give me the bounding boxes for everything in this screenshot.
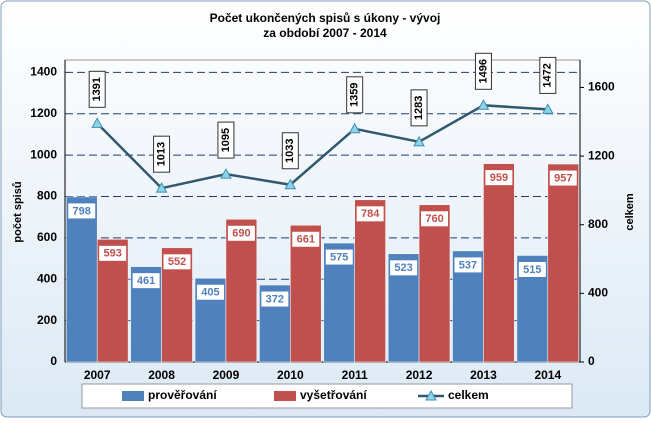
value-label-box	[389, 259, 419, 277]
value-label-box	[153, 135, 171, 173]
legend-marker	[425, 389, 437, 401]
bar	[418, 204, 451, 363]
value-label: 798	[73, 205, 91, 217]
line-marker	[477, 99, 490, 110]
value-label: 537	[459, 259, 477, 271]
line-marker	[541, 103, 554, 114]
bar	[483, 163, 515, 363]
line-marker	[348, 122, 361, 134]
value-label: 1391	[91, 77, 103, 101]
y2-tick-label: 800	[588, 217, 608, 231]
value-label: 405	[201, 287, 219, 299]
value-label: 1283	[413, 96, 425, 120]
value-label: 690	[232, 228, 250, 240]
value-label: 1013	[155, 142, 167, 166]
value-label-box	[217, 121, 235, 159]
value-label: 461	[137, 275, 155, 287]
value-label: 1472	[542, 63, 554, 87]
value-label-box	[291, 230, 321, 248]
line-marker	[284, 178, 297, 190]
y2-tick-label: 1200	[588, 148, 615, 162]
x-tick-label: 2009	[213, 368, 240, 382]
bar	[547, 163, 579, 363]
value-label: 1033	[284, 139, 296, 163]
y-axis-title: počet spisů	[12, 181, 24, 242]
value-label-box	[98, 244, 128, 262]
x-tick-label: 2010	[277, 368, 304, 382]
value-label: 959	[490, 172, 508, 184]
line-marker	[91, 117, 104, 128]
x-tick-label: 2007	[84, 368, 111, 382]
value-label-box	[131, 272, 161, 290]
value-label: 593	[103, 248, 121, 260]
bar	[354, 199, 386, 363]
line-marker	[220, 168, 232, 179]
value-label-box	[67, 202, 97, 220]
value-label: 784	[361, 208, 380, 220]
value-label-box	[474, 52, 492, 90]
y-tick-label: 1400	[30, 65, 57, 79]
value-label-box	[548, 169, 578, 187]
value-label: 1496	[477, 59, 489, 83]
value-label: 575	[330, 251, 348, 263]
bar	[66, 196, 98, 363]
bar	[225, 219, 258, 363]
y2-tick-label: 400	[588, 286, 608, 300]
value-label: 523	[394, 262, 412, 274]
value-label-box	[484, 169, 514, 187]
legend-label: celkem	[448, 388, 489, 402]
legend-swatch	[274, 391, 296, 401]
bar	[290, 225, 322, 363]
chart-title: Počet ukončených spisů s úkony - vývoj	[210, 11, 441, 25]
x-tick-label: 2012	[406, 368, 433, 382]
line-marker	[155, 182, 168, 193]
value-label-box	[195, 283, 225, 301]
y2-tick-label: 1600	[588, 80, 615, 94]
x-tick-label: 2011	[342, 368, 368, 382]
line-marker	[413, 135, 425, 147]
legend-swatch	[122, 391, 144, 401]
legend-label: prověřování	[148, 388, 217, 402]
y-tick-label: 1000	[30, 147, 57, 161]
value-label-box	[162, 253, 192, 271]
value-label-box	[355, 205, 385, 223]
value-label: 760	[425, 213, 443, 225]
value-label-box	[517, 260, 547, 278]
value-label-box	[453, 256, 483, 274]
y-tick-label: 0	[50, 354, 57, 368]
value-label: 372	[266, 293, 284, 305]
legend-box	[81, 383, 573, 409]
value-label-box	[88, 70, 106, 108]
value-label-box	[410, 89, 428, 127]
y-tick-label: 400	[37, 271, 57, 285]
y2-axis-title: celkem	[624, 193, 636, 231]
value-label-box	[539, 56, 557, 94]
x-tick-label: 2013	[470, 368, 497, 382]
value-label: 661	[297, 234, 315, 246]
y-tick-label: 1200	[30, 106, 57, 120]
line	[96, 104, 548, 190]
value-label-box	[260, 290, 290, 308]
x-tick-label: 2014	[534, 368, 561, 382]
value-label: 1095	[220, 128, 232, 152]
value-label: 515	[523, 264, 541, 276]
value-label-box	[324, 248, 354, 266]
chart-title: za období 2007 - 2014	[263, 26, 387, 40]
x-tick-label: 2008	[148, 368, 175, 382]
y-tick-label: 800	[37, 189, 57, 203]
y2-tick-label: 0	[588, 354, 595, 368]
value-label-box	[281, 132, 299, 170]
y-tick-label: 600	[37, 230, 57, 244]
value-label-box	[420, 210, 450, 228]
legend-label: vyšetřování	[300, 388, 367, 402]
value-label: 957	[554, 172, 572, 184]
value-label: 552	[168, 256, 186, 268]
value-label-box	[346, 76, 364, 114]
value-label-box	[226, 224, 256, 242]
y-tick-label: 200	[37, 313, 57, 327]
value-label: 1359	[349, 83, 361, 107]
